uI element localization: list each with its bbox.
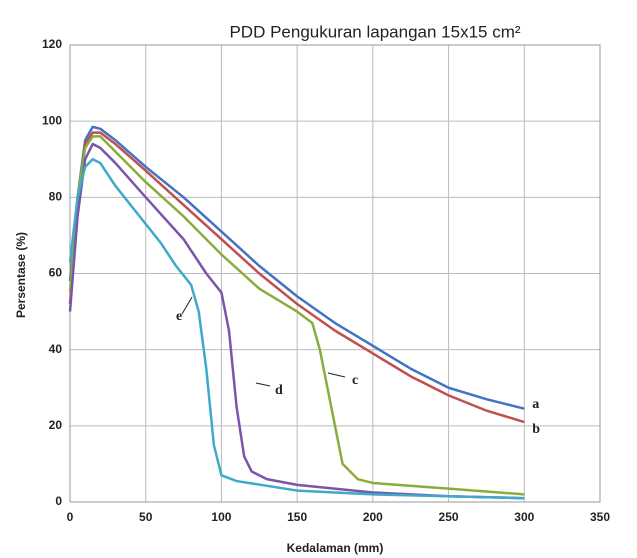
y-tick-label: 40 [49, 342, 63, 356]
data-line [68, 131, 525, 424]
x-tick-label: 50 [139, 510, 153, 524]
y-tick-label: 20 [49, 418, 63, 432]
data-line [68, 125, 525, 410]
x-tick-label: 250 [439, 510, 459, 524]
series-label: b [532, 422, 540, 437]
y-tick-label: 100 [42, 113, 62, 127]
series-label: e [176, 309, 182, 324]
data-line [68, 158, 525, 500]
x-tick-label: 350 [590, 510, 610, 524]
y-tick-label: 80 [49, 190, 63, 204]
y-tick-label: 120 [42, 37, 62, 51]
y-tick-label: 60 [49, 266, 63, 280]
y-axis-label: Persentase (%) [14, 232, 28, 318]
series-label: a [532, 397, 539, 412]
data-line [68, 135, 525, 496]
x-tick-label: 150 [287, 510, 307, 524]
x-axis-label: Kedalaman (mm) [287, 541, 384, 555]
x-tick-label: 0 [67, 510, 74, 524]
data-line [68, 142, 525, 500]
x-tick-label: 100 [211, 510, 231, 524]
label-leader [327, 372, 346, 378]
series-label: c [352, 373, 358, 388]
chart-title: PDD Pengukuran lapangan 15x15 cm² [229, 22, 520, 41]
x-tick-label: 200 [363, 510, 383, 524]
series-label: d [275, 383, 283, 398]
label-leader [255, 382, 271, 387]
label-leader [181, 296, 193, 315]
x-tick-label: 300 [514, 510, 534, 524]
y-tick-label: 0 [55, 494, 62, 508]
